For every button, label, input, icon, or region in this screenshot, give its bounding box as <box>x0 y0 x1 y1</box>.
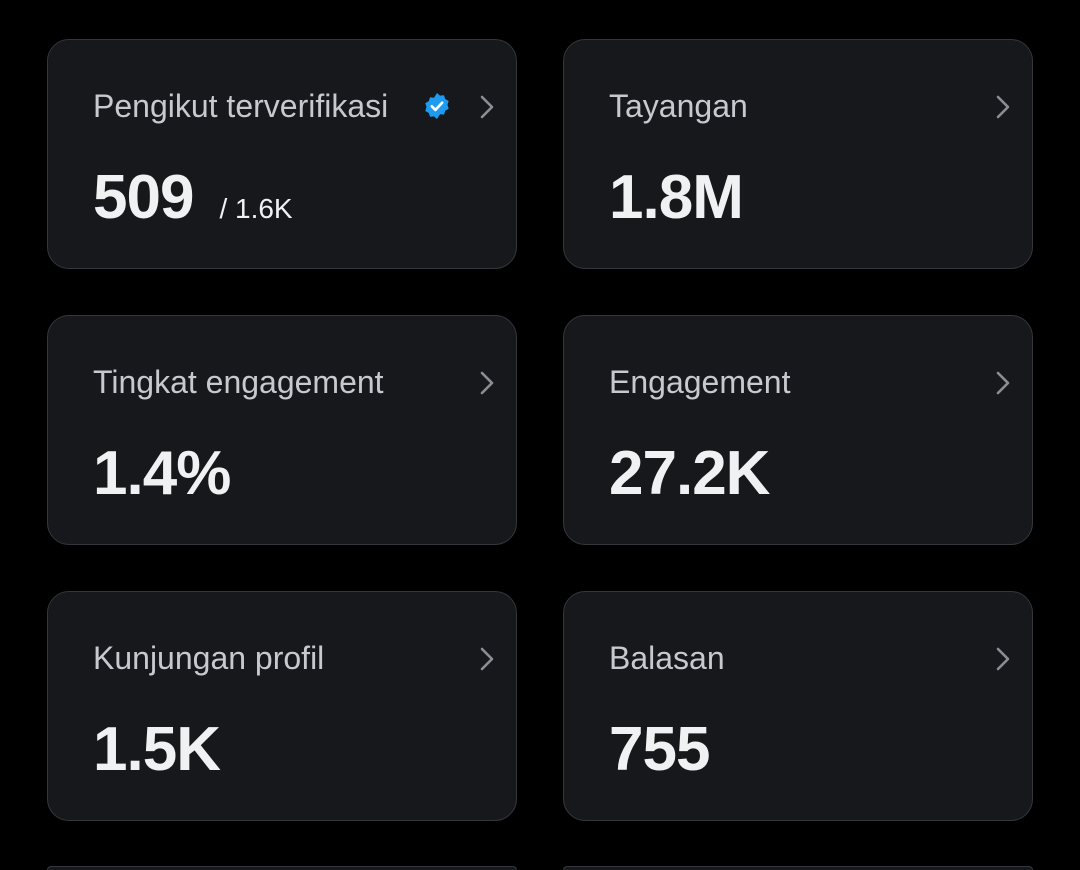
metric-card[interactable]: Engagement 27.2K <box>563 315 1033 545</box>
card-header: Tingkat engagement <box>93 339 463 425</box>
card-partial <box>563 866 1033 870</box>
metric-card[interactable]: Tayangan 1.8M <box>563 39 1033 269</box>
card-title: Kunjungan profil <box>93 639 325 676</box>
value-row: 1.4% <box>93 439 231 508</box>
metric-card[interactable]: Kunjungan profil 1.5K <box>47 591 517 821</box>
metric-card[interactable]: Pengikut terverifikasi 509 / 1.6K <box>47 39 517 269</box>
value-row: 509 / 1.6K <box>93 164 293 232</box>
metric-value: 755 <box>609 715 710 784</box>
card-title: Tingkat engagement <box>93 363 384 400</box>
metric-value: 509 <box>93 163 194 232</box>
card-header: Balasan <box>609 615 979 701</box>
value-row: 755 <box>609 715 710 784</box>
chevron-icon <box>996 95 1010 119</box>
value-row: 1.8M <box>609 163 744 232</box>
card-header: Kunjungan profil <box>93 615 463 701</box>
metric-card[interactable]: Tingkat engagement 1.4% <box>47 315 517 545</box>
card-header: Pengikut terverifikasi <box>93 63 393 149</box>
card-header: Engagement <box>609 339 979 425</box>
metric-total: / 1.6K <box>219 193 293 224</box>
metric-value: 1.5K <box>93 715 221 784</box>
verified-badge <box>425 93 449 119</box>
value-row: 27.2K <box>609 439 770 508</box>
card-title: Tayangan <box>609 87 748 124</box>
chevron-icon <box>480 647 494 671</box>
card-title: Engagement <box>609 363 791 400</box>
metric-value: 1.4% <box>93 439 231 508</box>
card-title: Balasan <box>609 639 725 676</box>
card-header: Tayangan <box>609 63 979 149</box>
chevron-icon <box>996 371 1010 395</box>
metric-value: 27.2K <box>609 439 770 508</box>
metric-card[interactable]: Balasan 755 <box>563 591 1033 821</box>
chevron-icon <box>480 95 494 119</box>
card-partial <box>47 866 517 870</box>
value-row: 1.5K <box>93 715 221 784</box>
card-title: Pengikut terverifikasi <box>93 87 389 124</box>
chevron-icon <box>480 371 494 395</box>
metric-value: 1.8M <box>609 163 744 232</box>
chevron-icon <box>996 647 1010 671</box>
